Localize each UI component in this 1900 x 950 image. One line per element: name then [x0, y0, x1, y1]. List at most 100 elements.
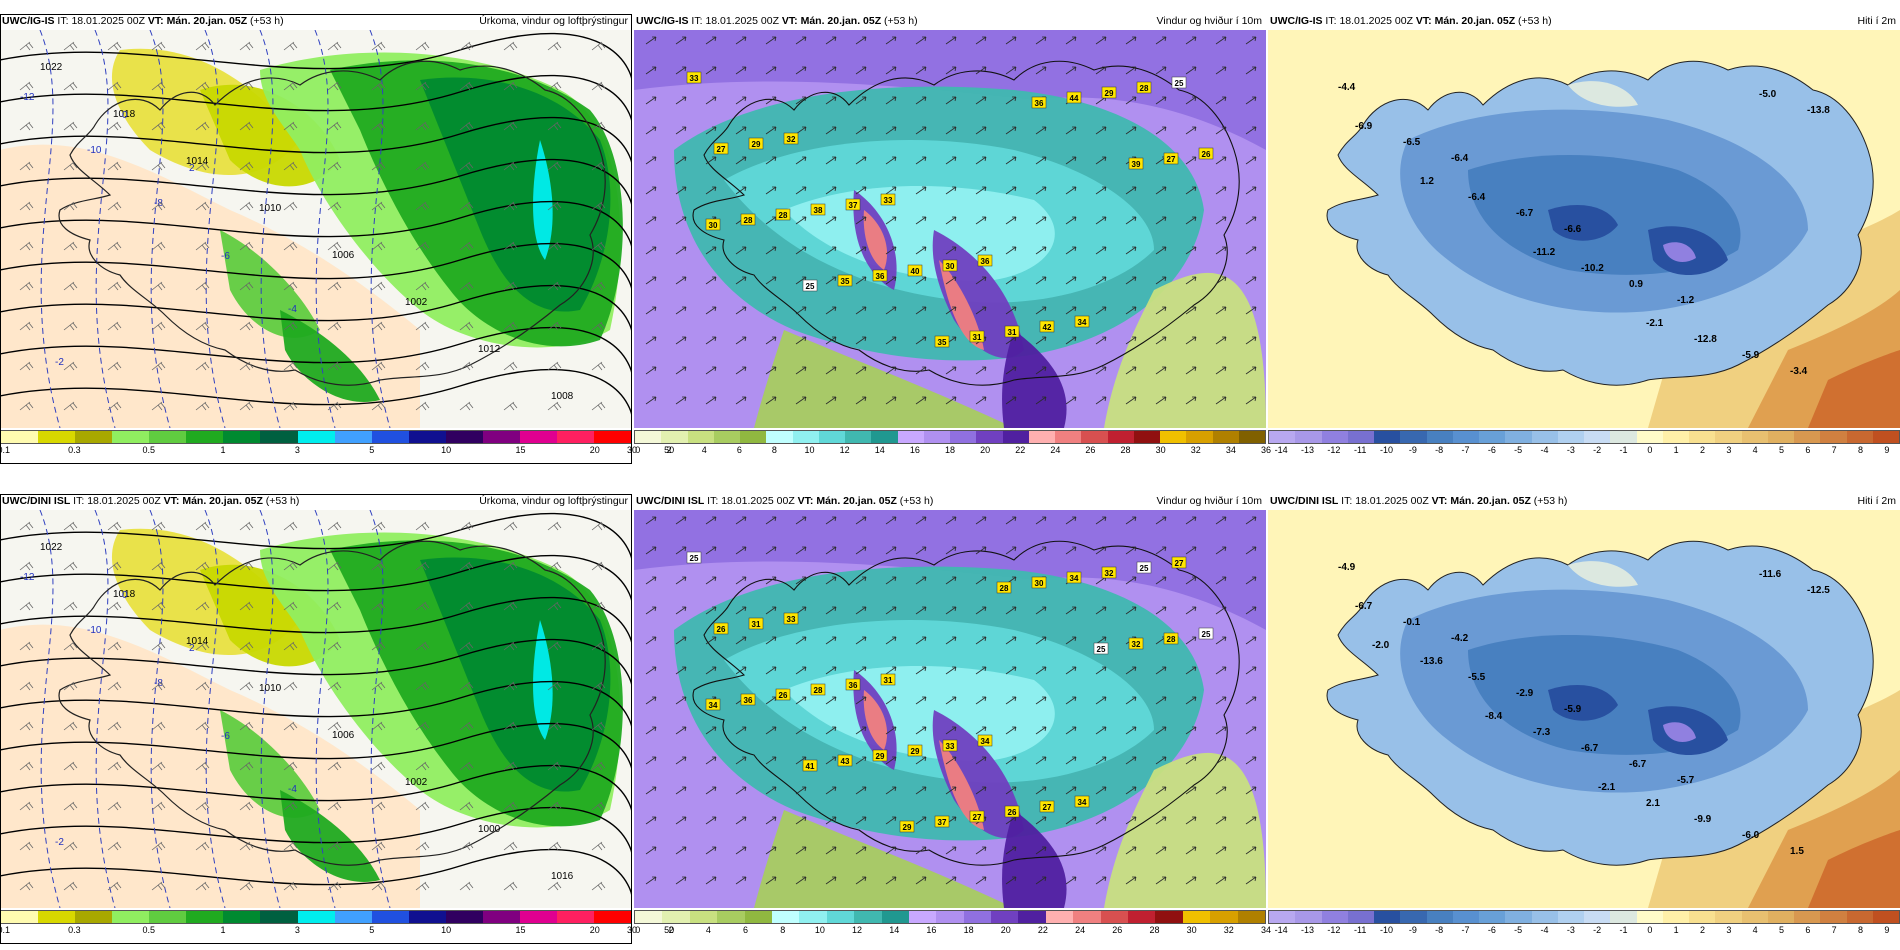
wind-arrow	[975, 306, 987, 315]
gust-label-box	[1093, 642, 1109, 655]
wind-area	[863, 690, 888, 750]
gust-label-box	[1004, 805, 1020, 818]
colorbar-segment	[1210, 911, 1238, 923]
gust-label: 41	[806, 762, 815, 771]
colorbar-segment	[1479, 431, 1506, 443]
wind-barb	[19, 241, 34, 251]
wind-arrow	[885, 366, 897, 375]
wind-arrow	[1035, 306, 1047, 315]
colorbar-segment	[662, 911, 690, 923]
colorbar-segment	[223, 431, 261, 443]
colorbar-tick-label: 0	[1647, 445, 1653, 455]
wind-arrow	[645, 786, 657, 795]
colorbar-tick-label: -5	[1514, 925, 1523, 935]
temp-label: -4.9	[1338, 562, 1356, 573]
wind-arrow	[1215, 666, 1227, 675]
colorbar-segment	[1269, 911, 1296, 923]
isobar-line	[0, 326, 632, 375]
colorbar-segment	[186, 911, 224, 923]
gust-label: 26	[779, 691, 788, 700]
colorbar-segment	[1133, 431, 1160, 443]
panel-dini-wind: UWC/DINI ISL IT: 18.01.2025 00Z VT: Mán.…	[634, 492, 1271, 946]
wind-arrow	[1005, 726, 1017, 735]
wind-arrow	[735, 816, 747, 825]
map-area[interactable]: 25 33 31 34 34 27 31 36 33 27 25 26 28 29 26 32 25 26 29 27…	[634, 510, 1266, 908]
wind-barb	[63, 121, 78, 131]
wind-arrow	[975, 96, 987, 105]
map-area[interactable]: -4.9 -4.2 -5.9 -5.7 1.5 -0.1 -2.9 -6.7 -6.0 -6.7 -…	[1268, 510, 1900, 908]
wind-arrow	[975, 786, 987, 795]
colorbar-segment	[1160, 431, 1187, 443]
wind-arrow	[1185, 846, 1197, 855]
wind-barb	[459, 521, 474, 531]
wind-arrow	[735, 66, 747, 75]
wind-arrow	[1065, 786, 1077, 795]
wind-arrow	[1245, 216, 1257, 225]
colorbar-tick-label: 4	[701, 445, 707, 455]
colorbar-tick-label: 3	[294, 445, 300, 455]
gust-label: 34	[1078, 318, 1087, 327]
wind-arrow	[705, 396, 717, 405]
gust-label: 30	[709, 221, 718, 230]
wind-barb	[591, 761, 606, 771]
colorbar-tick-label: 8	[1857, 445, 1864, 455]
it-label: IT:	[691, 15, 703, 27]
wind-barb	[547, 761, 562, 771]
wind-arrow	[705, 306, 717, 315]
wind-barb	[503, 841, 518, 851]
wind-barb	[195, 161, 210, 171]
wind-arrow	[915, 66, 927, 75]
colorbar-segment	[689, 911, 718, 923]
wind-arrow	[1215, 606, 1227, 615]
panel-title: Vindur og hviður í 10m	[1156, 15, 1262, 27]
temp-label: -6.7	[1516, 208, 1534, 219]
wind-arrow	[675, 606, 687, 615]
wind-arrow	[705, 186, 717, 195]
wind-arrow	[945, 876, 957, 885]
wind-arrow	[945, 306, 957, 315]
wind-arrow	[1155, 336, 1167, 345]
wind-arrow	[945, 96, 957, 105]
wind-arrow	[765, 846, 777, 855]
wind-area	[1002, 330, 1067, 428]
wind-arrow	[1155, 576, 1167, 585]
colorbar-segment	[1426, 911, 1453, 923]
wind-barb	[371, 761, 386, 771]
wind-arrow	[735, 126, 747, 135]
temp-label: -2.1	[1598, 782, 1616, 793]
map-area[interactable]: -4.4 -6.4 -6.6 -1.2 -3.4 -6.5 -6.7 0.9 -5.9 -6.9 -…	[1268, 30, 1900, 428]
wind-arrow	[1125, 186, 1137, 195]
temp-label: 0.9	[1629, 279, 1643, 290]
wind-arrow	[645, 876, 657, 885]
wind-arrow	[1155, 96, 1167, 105]
panel-header: UWC/DINI ISL IT: 18.01.2025 00Z VT: Mán.…	[0, 492, 632, 510]
wind-arrow	[1125, 396, 1137, 405]
wind-barb	[195, 321, 210, 331]
colorbar-tick-label: 0.3	[68, 445, 81, 455]
colorbar-ticks: 0.1 0.3 0.5 1 3 5 10 15 20 30 50	[0, 445, 674, 459]
gust-label: 43	[841, 757, 850, 766]
wind-arrow	[765, 516, 777, 525]
wind-arrow	[915, 606, 927, 615]
wind-barb	[283, 561, 298, 571]
gust-label-box	[977, 734, 993, 747]
wind-barb	[107, 721, 122, 731]
wind-barb	[63, 841, 78, 851]
map-area[interactable]: 33 32 33 36 34 25 29 37 30 42 28 27 38 40 31 29 26 28 36 31…	[634, 30, 1266, 428]
wind-arrow	[735, 726, 747, 735]
gust-label: 30	[1035, 579, 1044, 588]
wind-barb	[63, 321, 78, 331]
wind-arrow	[1035, 36, 1047, 45]
map-area[interactable]: 1022 1018 1014 1010 1006 1002 1012 1008 -12 -10 -8…	[0, 30, 632, 428]
colorbar-segment	[1347, 431, 1374, 443]
wind-barb	[195, 841, 210, 851]
colorbar-tick-label: 10	[814, 925, 825, 935]
wind-barb	[371, 521, 386, 531]
map-area[interactable]: 1022 1018 1014 1010 1006 1002 1000 1016 -12 -10 -8…	[0, 510, 632, 908]
wind-arrow	[855, 696, 867, 705]
wind-barb	[151, 801, 166, 811]
wind-arrow	[1215, 246, 1227, 255]
wind-arrow	[1185, 636, 1197, 645]
wind-arrow	[945, 846, 957, 855]
colorbar-segment	[1081, 431, 1108, 443]
